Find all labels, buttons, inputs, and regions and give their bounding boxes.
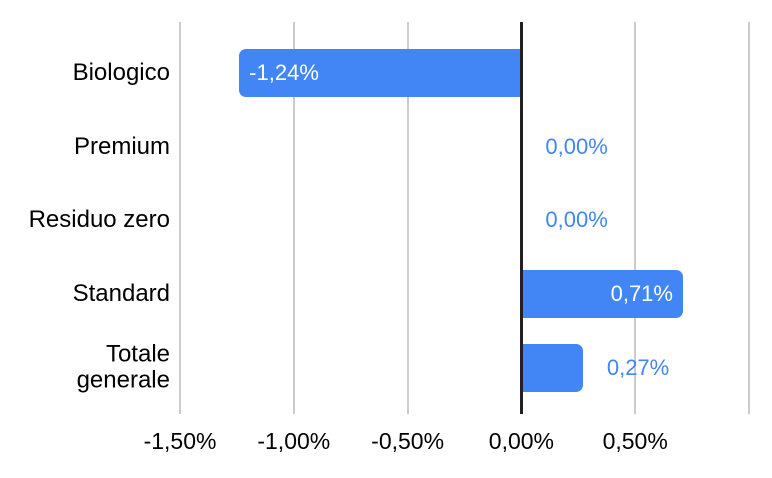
category-label-totale-generale: Totale generale: [76, 340, 170, 394]
value-label-standard: 0,71%: [610, 281, 673, 307]
x-tick-label: -1,00%: [257, 428, 331, 454]
zero-axis-line: [519, 22, 523, 414]
gridline: [634, 22, 637, 414]
plot-area: -1,24% 0,00% 0,00% 0,71% 0,27%: [179, 22, 750, 414]
bar-totale-generale[interactable]: [521, 343, 583, 392]
x-tick-label: 0,50%: [602, 428, 668, 454]
gridline: [748, 22, 750, 414]
category-label-premium: Premium: [73, 132, 170, 160]
gridline: [406, 22, 409, 414]
value-label-residuo-zero: 0,00%: [545, 207, 608, 233]
x-tick-label: 0,00%: [488, 428, 554, 454]
gridline: [292, 22, 295, 414]
value-label-premium: 0,00%: [545, 133, 608, 159]
x-tick-label: -1,50%: [143, 428, 217, 454]
x-tick-label: -0,50%: [371, 428, 445, 454]
bar-standard[interactable]: [521, 270, 683, 319]
category-label-biologico: Biologico: [72, 58, 170, 86]
category-label-residuo-zero: Residuo zero: [28, 206, 170, 234]
value-label-biologico: -1,24%: [249, 60, 319, 85]
gridline: [179, 22, 181, 414]
bar-biologico[interactable]: [239, 49, 522, 97]
category-label-standard: Standard: [72, 279, 170, 307]
value-label-totale-generale: 0,27%: [606, 354, 670, 380]
